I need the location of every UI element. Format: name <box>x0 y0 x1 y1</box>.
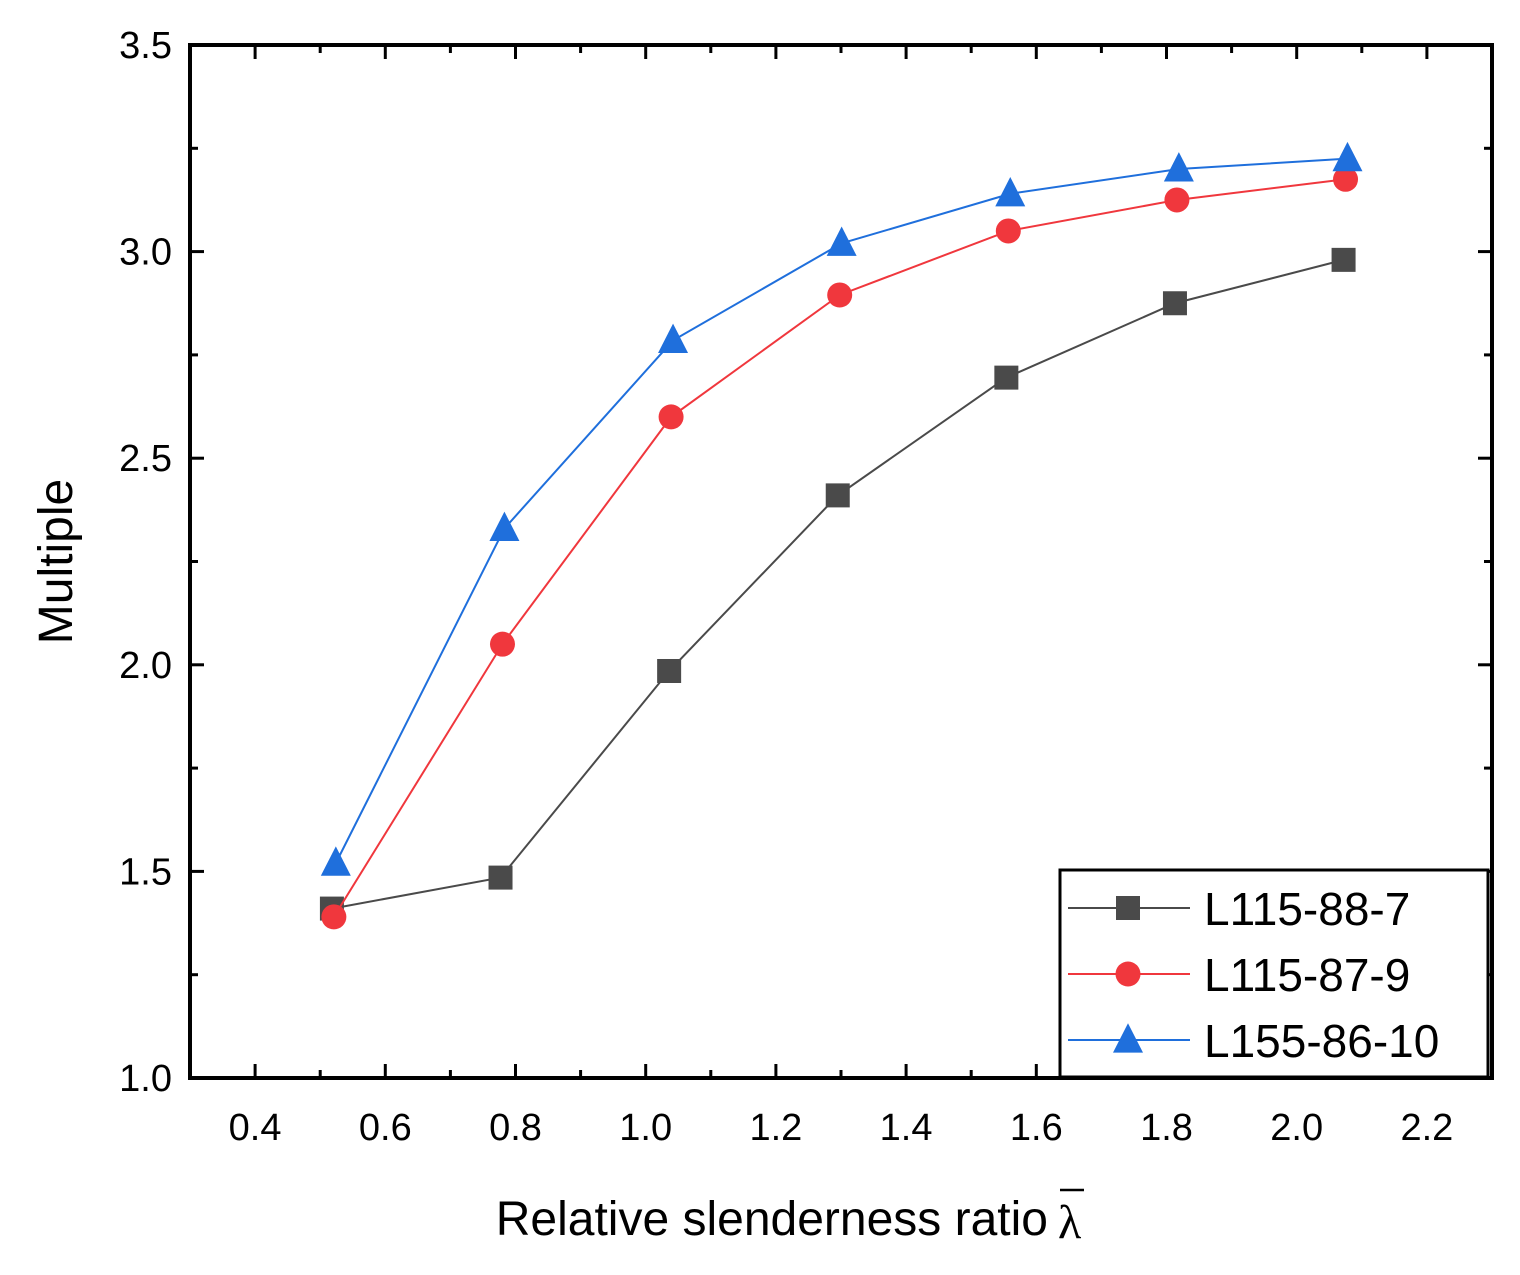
legend-marker <box>1116 896 1140 920</box>
data-point <box>658 323 689 354</box>
data-point <box>995 176 1026 207</box>
data-point <box>1163 152 1194 182</box>
legend: L115-88-7 L115-87-9 L155-86-10 <box>1058 868 1490 1079</box>
data-point <box>1162 291 1187 316</box>
y-tick-label: 1.0 <box>119 1058 172 1100</box>
data-point <box>489 511 520 542</box>
series-L155-86-10 <box>320 141 1363 876</box>
x-tick-label: 0.6 <box>359 1107 412 1149</box>
y-tick-label: 3.5 <box>119 25 172 67</box>
x-tick-label: 1.6 <box>1010 1107 1063 1149</box>
x-tick-label: 0.8 <box>489 1107 542 1149</box>
x-tick-label: 1.0 <box>619 1107 672 1149</box>
series-L115-87-9 <box>321 166 1359 930</box>
x-tick-label: 1.8 <box>1140 1107 1193 1149</box>
data-point <box>658 404 684 430</box>
data-point <box>995 218 1021 244</box>
x-tick-label: 2.2 <box>1400 1107 1453 1149</box>
series-line <box>331 258 1344 910</box>
legend-marker <box>1115 961 1141 987</box>
legend-label: L155-86-10 <box>1204 1015 1439 1067</box>
data-point <box>321 904 347 930</box>
data-point <box>1333 166 1359 192</box>
lambda-symbol: λ <box>1058 1196 1082 1249</box>
data-point <box>825 483 850 508</box>
legend-marker <box>1113 1023 1143 1053</box>
x-axis-title: Relative slenderness ratio <box>496 1193 1048 1246</box>
data-point <box>1331 247 1356 272</box>
data-point <box>1332 141 1363 172</box>
y-tick-label: 1.5 <box>119 851 172 893</box>
data-point <box>657 658 682 683</box>
y-tick-label: 3.0 <box>119 232 172 274</box>
y-tick-label: 2.5 <box>119 438 172 480</box>
y-axis-title: Multiple <box>30 479 83 644</box>
series-line <box>334 157 1348 864</box>
x-tick-label: 1.2 <box>749 1107 802 1149</box>
x-axis-symbol: λ <box>1058 1188 1084 1249</box>
x-tick-label: 1.4 <box>880 1107 933 1149</box>
data-point <box>994 365 1019 390</box>
data-point <box>488 865 513 890</box>
data-point <box>489 631 515 657</box>
data-point <box>827 282 853 308</box>
data-point <box>320 846 351 876</box>
data-point <box>1164 187 1190 213</box>
data-point <box>826 226 857 256</box>
y-tick-label: 2.0 <box>119 645 172 687</box>
legend-label: L115-87-9 <box>1204 949 1410 1001</box>
x-tick-label: 0.4 <box>229 1107 282 1149</box>
x-tick-label: 2.0 <box>1270 1107 1323 1149</box>
legend-label: L115-88-7 <box>1204 883 1410 935</box>
